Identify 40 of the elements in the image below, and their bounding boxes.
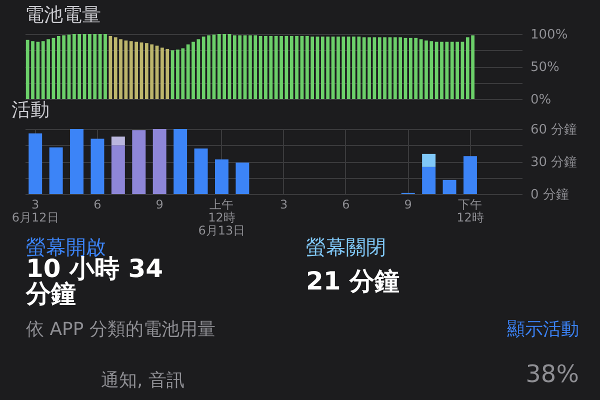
x-tick-label: 6 <box>342 198 350 212</box>
x-tick-label: 9 <box>156 198 164 212</box>
text: 螢幕關閉 <box>306 235 386 259</box>
bar <box>194 148 208 194</box>
bar <box>108 36 112 99</box>
y-tick-label: 30 分鐘 <box>530 155 578 170</box>
bar <box>215 159 228 194</box>
bar <box>28 133 42 194</box>
text: 38% <box>526 360 579 388</box>
bar <box>464 156 477 194</box>
bar <box>132 130 146 194</box>
x-tick-label: 3 <box>280 198 288 212</box>
chart-title: 活動 <box>11 99 50 121</box>
y-tick-label: 0% <box>530 92 552 108</box>
bar <box>422 154 436 167</box>
bar <box>152 129 166 194</box>
x-tick-label: 下午 12時 <box>456 198 484 224</box>
bar <box>174 129 188 194</box>
bar <box>111 136 125 146</box>
bar <box>422 166 436 194</box>
text: 21 分鐘 <box>306 266 400 296</box>
bar <box>155 46 159 99</box>
chart-title: 電池電量 <box>25 4 101 26</box>
text: 顯示活動 <box>507 319 579 340</box>
bar <box>90 138 104 194</box>
x-tick-label: 9 <box>404 198 412 212</box>
bar <box>236 162 250 194</box>
x-tick-label: 上午 12時 6月13日 <box>198 198 246 238</box>
bar <box>442 180 456 194</box>
bar <box>49 147 63 194</box>
text: 依 APP 分類的電池用量 <box>26 319 216 340</box>
y-tick-label: 0 分鐘 <box>530 188 569 202</box>
y-tick-label: 60 分鐘 <box>530 122 578 138</box>
y-tick-label: 50% <box>530 60 560 75</box>
bar <box>111 145 125 194</box>
bar <box>70 129 84 194</box>
y-tick-label: 100% <box>530 28 568 42</box>
x-tick-label: 6 <box>94 198 102 212</box>
x-tick-label: 3 6月12日 <box>12 198 59 224</box>
text: 通知, 音訊 <box>101 370 184 391</box>
